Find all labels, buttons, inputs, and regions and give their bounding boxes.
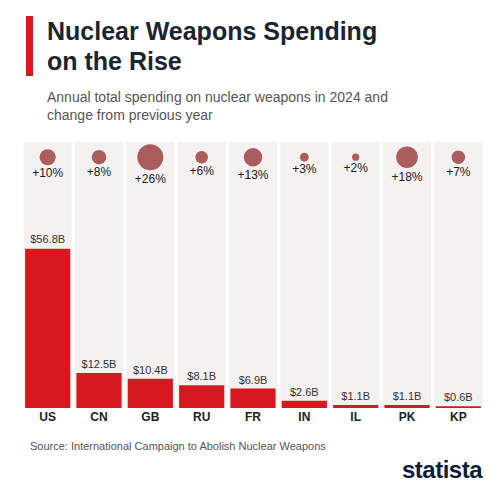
svg-text:$0.6B: $0.6B — [444, 391, 473, 403]
svg-text:IN: IN — [298, 410, 310, 424]
svg-text:$56.8B: $56.8B — [30, 233, 65, 245]
svg-text:+13%: +13% — [237, 168, 268, 182]
svg-text:PK: PK — [399, 410, 416, 424]
svg-text:+3%: +3% — [292, 162, 317, 176]
svg-text:+7%: +7% — [446, 165, 471, 179]
svg-text:$6.9B: $6.9B — [239, 374, 268, 386]
svg-text:$8.1B: $8.1B — [187, 370, 216, 382]
svg-text:$10.4B: $10.4B — [133, 364, 168, 376]
svg-text:+18%: +18% — [391, 170, 422, 184]
svg-text:IL: IL — [350, 410, 361, 424]
html-text:Nuclear Weapons Spending on th: Nuclear Weapons Spending on the Rise — [47, 17, 378, 75]
svg-text:$12.5B: $12.5B — [82, 358, 117, 370]
svg-text:+26%: +26% — [135, 172, 166, 186]
svg-text:+8%: +8% — [87, 165, 112, 179]
svg-text:+2%: +2% — [343, 161, 368, 175]
svg-text:+10%: +10% — [32, 166, 63, 180]
svg-text:RU: RU — [193, 410, 210, 424]
svg-text:+6%: +6% — [189, 164, 214, 178]
svg-text:KP: KP — [450, 410, 467, 424]
html-text:Annual total spending on nucle: Annual total spending on nuclear weapons… — [47, 89, 388, 123]
svg-text:CN: CN — [90, 410, 107, 424]
html-text:Source: International Campaign: Source: International Campaign to Abolis… — [30, 440, 326, 452]
html-text:statista: statista — [402, 456, 482, 483]
svg-text:$1.1B: $1.1B — [341, 390, 370, 402]
svg-text:$2.6B: $2.6B — [290, 386, 319, 398]
svg-text:FR: FR — [245, 410, 261, 424]
svg-text:$1.1B: $1.1B — [393, 390, 422, 402]
svg-text:US: US — [39, 410, 56, 424]
svg-text:GB: GB — [141, 410, 159, 424]
